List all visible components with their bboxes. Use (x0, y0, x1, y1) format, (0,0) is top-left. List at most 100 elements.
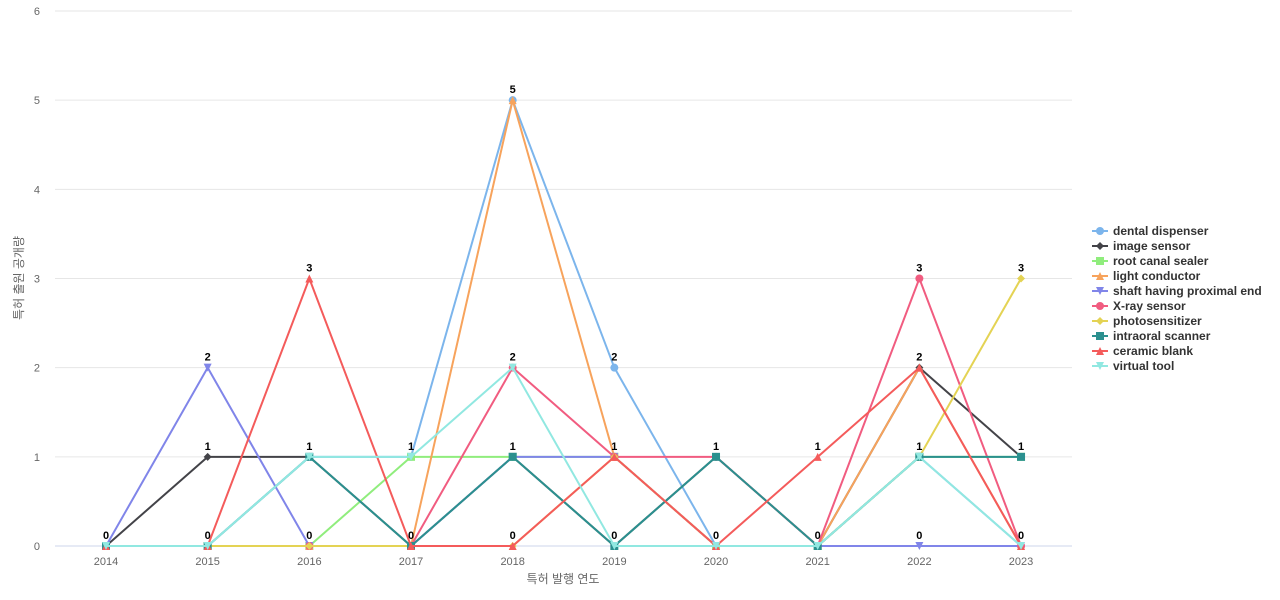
x-tick-label: 2017 (399, 556, 423, 568)
data-label: 1 (713, 441, 719, 453)
data-label: 0 (815, 530, 821, 542)
y-tick-label: 2 (34, 363, 40, 375)
data-point[interactable] (813, 452, 822, 461)
legend-item[interactable]: light conductor (1092, 269, 1201, 283)
y-tick-label: 0 (34, 541, 40, 553)
x-tick-label: 2015 (195, 556, 219, 568)
data-point[interactable] (712, 452, 721, 461)
data-label: 1 (611, 441, 617, 453)
x-tick-label: 2023 (1009, 556, 1033, 568)
data-label: 5 (510, 84, 516, 96)
legend-marker[interactable] (1096, 317, 1104, 325)
data-point[interactable] (712, 542, 721, 550)
data-point[interactable] (203, 452, 212, 461)
y-axis-ticks: 0 1 2 3 4 5 6 (34, 6, 40, 553)
data-label: 0 (103, 530, 109, 542)
legend-marker[interactable] (1096, 272, 1104, 280)
data-point[interactable] (1017, 274, 1026, 283)
legend-marker[interactable] (1096, 347, 1104, 355)
legend-item[interactable]: ceramic blank (1092, 344, 1193, 358)
data-point[interactable] (305, 542, 314, 550)
x-axis-ticks: 2014 2015 2016 2017 2018 2019 2020 2021 2022 2023 (94, 556, 1034, 568)
y-tick-label: 1 (34, 452, 40, 464)
legend-item[interactable]: image sensor (1092, 239, 1191, 253)
data-point[interactable] (508, 363, 517, 372)
data-point[interactable] (1017, 542, 1026, 550)
series-virtual-tool (102, 363, 1026, 550)
data-label: 3 (306, 263, 312, 275)
data-label: 0 (611, 530, 617, 542)
data-label: 0 (205, 530, 211, 542)
data-point[interactable] (610, 542, 619, 550)
data-point[interactable] (915, 452, 924, 461)
data-label: 1 (408, 441, 414, 453)
x-tick-label: 2021 (805, 556, 829, 568)
series-line[interactable] (106, 277, 1022, 547)
legend-label: dental dispenser (1113, 224, 1209, 238)
data-point[interactable] (508, 542, 517, 550)
x-tick-label: 2019 (602, 556, 626, 568)
legend-label: light conductor (1113, 269, 1201, 283)
legend-item[interactable]: dental dispenser (1092, 224, 1209, 238)
legend-marker[interactable] (1096, 302, 1104, 310)
data-label: 1 (1018, 441, 1024, 453)
data-point[interactable] (203, 363, 212, 372)
data-label: 1 (306, 441, 312, 453)
data-label: 2 (916, 352, 922, 364)
series-line[interactable] (106, 366, 1022, 547)
data-label: 0 (916, 530, 922, 542)
legend-marker[interactable] (1096, 242, 1104, 250)
x-tick-label: 2020 (704, 556, 728, 568)
series-line[interactable] (106, 99, 1022, 547)
data-point[interactable] (407, 542, 416, 550)
y-tick-label: 6 (34, 6, 40, 18)
x-axis-title: 특허 발행 연도 (527, 571, 600, 586)
legend-item[interactable]: virtual tool (1092, 359, 1174, 373)
x-tick-label: 2022 (907, 556, 931, 568)
legend-marker[interactable] (1096, 362, 1104, 370)
legend-marker[interactable] (1096, 257, 1104, 265)
data-point[interactable] (610, 452, 619, 461)
data-labels: 0 2 1 0 3 1 0 1 0 5 2 1 0 2 1 0 1 0 1 0 3 2 1 0 3 1 0 (103, 84, 1024, 542)
data-label: 3 (1018, 263, 1024, 275)
data-label: 0 (713, 530, 719, 542)
series-lines (102, 96, 1026, 550)
legend-item[interactable]: intraoral scanner (1092, 329, 1211, 343)
data-label: 2 (205, 352, 211, 364)
legend-item[interactable]: X-ray sensor (1092, 299, 1186, 313)
x-tick-label: 2016 (297, 556, 321, 568)
legend-label: X-ray sensor (1113, 299, 1186, 313)
legend-marker[interactable] (1096, 287, 1104, 295)
data-point[interactable] (407, 452, 416, 461)
series-dental-dispenser (102, 96, 1026, 550)
data-point[interactable] (305, 452, 314, 461)
data-point[interactable] (102, 542, 110, 550)
data-point[interactable] (610, 363, 619, 372)
series-light-conductor (102, 96, 1026, 550)
data-point[interactable] (813, 542, 822, 550)
data-point[interactable] (915, 274, 924, 283)
legend-marker[interactable] (1096, 227, 1104, 235)
data-point[interactable] (203, 542, 212, 550)
legend-item[interactable]: shaft having proximal end (1092, 284, 1262, 298)
data-label: 1 (815, 441, 821, 453)
data-point[interactable] (508, 96, 517, 105)
legend-label: shaft having proximal end (1113, 284, 1262, 298)
data-point[interactable] (1017, 452, 1026, 461)
legend-label: virtual tool (1113, 359, 1174, 373)
data-point[interactable] (915, 542, 924, 550)
data-label: 3 (916, 263, 922, 275)
legend-item[interactable]: root canal sealer (1092, 254, 1209, 268)
legend-marker[interactable] (1096, 332, 1104, 340)
y-tick-label: 3 (34, 274, 40, 286)
data-point[interactable] (915, 363, 924, 372)
series-line[interactable] (106, 277, 1022, 547)
data-point[interactable] (508, 452, 517, 461)
x-tick-label: 2014 (94, 556, 118, 568)
series-line[interactable] (106, 99, 1022, 547)
legend-item[interactable]: photosensitizer (1092, 314, 1202, 328)
legend-label: root canal sealer (1113, 254, 1209, 268)
data-point[interactable] (305, 274, 314, 283)
